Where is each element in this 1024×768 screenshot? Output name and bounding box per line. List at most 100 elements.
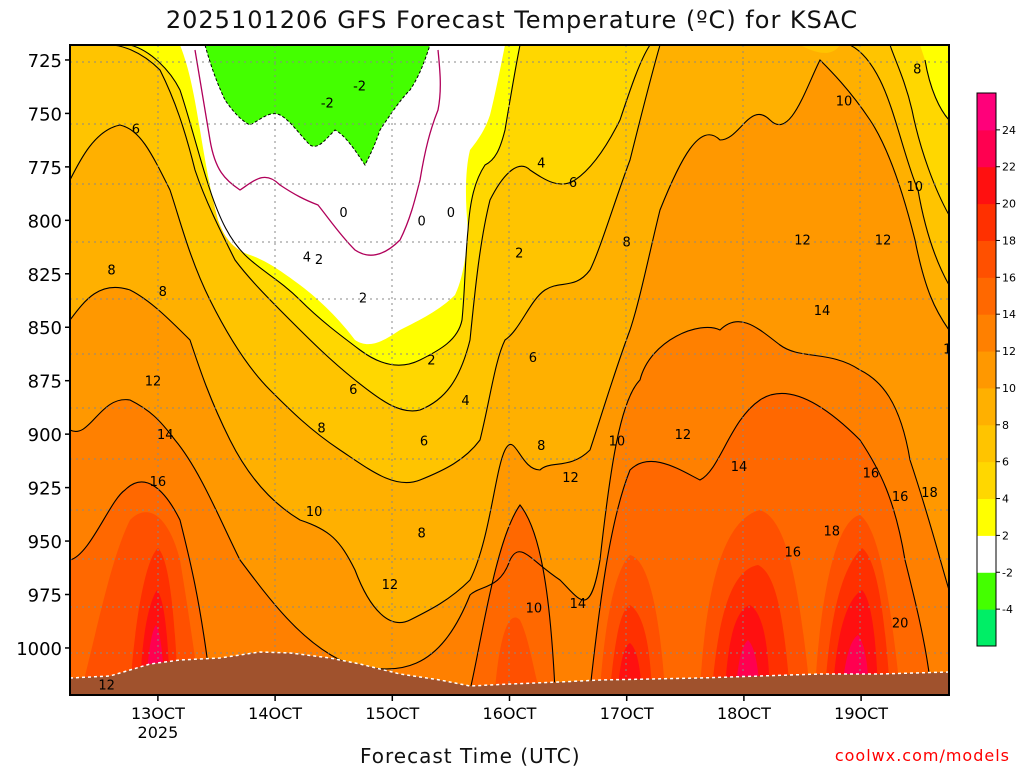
x-tick-label: 18OCT: [717, 704, 771, 723]
contour-label: 12: [794, 234, 811, 249]
contour-label: 14: [570, 597, 587, 612]
contour-label: 8: [623, 236, 631, 251]
contour-label: 2: [515, 246, 523, 261]
contour-label: -2: [353, 80, 366, 95]
neg-contour: [204, 45, 431, 166]
colorbar-tick-label: 4: [1002, 493, 1009, 506]
contour-label: 8: [159, 285, 167, 300]
chart-title: 2025101206 GFS Forecast Temperature (ºC)…: [165, 6, 859, 34]
contour-label: 4: [461, 394, 469, 409]
x-tick-label: 14OCT: [248, 704, 302, 723]
contour-label: 20: [892, 616, 909, 631]
contour-label: 4: [537, 157, 545, 172]
x-tick-label: 13OCT: [131, 704, 185, 723]
contour-label: 8: [317, 422, 325, 437]
colorbar-swatch: [977, 93, 996, 131]
zero-contour: [194, 49, 441, 256]
colorbar-frame: [976, 92, 997, 647]
contour-label: 4: [303, 251, 311, 266]
colorbar-tick-label: 24: [1002, 124, 1016, 137]
contour-label: 14: [943, 343, 960, 358]
colorbar-swatch: [977, 240, 996, 278]
contour-label: 2: [315, 253, 323, 268]
contour-label: 6: [132, 122, 140, 137]
contour-label: 6: [960, 167, 968, 182]
y-axis: 725 750 775 800 825 850 875 900 925 950 975 1000: [16, 51, 70, 660]
colorbar-swatch: [977, 424, 996, 463]
colorbar-swatch: [977, 277, 996, 315]
contour-label: 10: [306, 505, 323, 520]
contour-label: 6: [529, 351, 537, 366]
contour-label: 12: [675, 428, 692, 443]
colorbar-swatch: [977, 314, 996, 352]
contour-label: 10: [609, 435, 626, 450]
y-tick-label: 800: [28, 211, 62, 232]
contour-lines: [70, 45, 949, 691]
contour-label: 18: [921, 486, 938, 501]
y-tick-label: 1000: [16, 639, 62, 660]
band-minus4-minus2: [205, 45, 430, 165]
x-tick-label: 19OCT: [834, 704, 888, 723]
colorbar-tick-label: 16: [1002, 271, 1016, 284]
contour-label: 6: [349, 383, 357, 398]
contour-label: 8: [107, 264, 115, 279]
contour-label: 0: [417, 214, 425, 229]
contour-label: 8: [537, 439, 545, 454]
colorbar-tick-label: 22: [1002, 161, 1016, 174]
contour-label: -2: [321, 97, 334, 112]
colorbar-swatch: [977, 351, 996, 389]
y-tick-label: 925: [28, 479, 62, 500]
contour-label: 12: [382, 578, 399, 593]
contour-label: 10: [836, 95, 853, 110]
colorbar-swatch: [977, 166, 996, 205]
contour-label: 12: [145, 375, 162, 390]
contour-label: 6: [420, 435, 428, 450]
contour-label: 14: [731, 460, 748, 475]
contour-fill-layer: -2-2000222244466666688888888101010101010…: [70, 45, 1016, 695]
contour-label: 12: [98, 678, 115, 693]
colorbar-swatch: [977, 129, 996, 168]
gridlines: [70, 45, 949, 695]
colorbar-tick-label: 14: [1002, 308, 1016, 321]
x-year-label: 2025: [138, 723, 179, 742]
contour-label: 2: [427, 353, 435, 368]
colorbar-tick-label: 8: [1002, 419, 1009, 432]
colorbar-tick-label: 6: [1002, 456, 1009, 469]
contour-label: 10: [907, 180, 924, 195]
contour-label: 18: [824, 524, 841, 539]
colorbar-tick-label: 20: [1002, 198, 1016, 211]
colorbar-swatch: [977, 387, 996, 426]
y-tick-label: 750: [28, 104, 62, 125]
contour-label: 12: [875, 234, 892, 249]
contour-label: 8: [417, 527, 425, 542]
y-tick-label: 950: [28, 532, 62, 553]
contour-label: 0: [339, 206, 347, 221]
colorbar-tick-label: -2: [1002, 566, 1013, 579]
contour-label: 2: [359, 291, 367, 306]
colorbar-tick-label: 10: [1002, 382, 1016, 395]
y-tick-label: 900: [28, 425, 62, 446]
contour-label: 16: [784, 546, 801, 561]
contour-label: 16: [150, 475, 167, 490]
contour-label: 10: [526, 601, 543, 616]
contour-label: 0: [447, 206, 455, 221]
x-tick-label: 16OCT: [483, 704, 537, 723]
contour-label: 16: [950, 492, 967, 507]
contour-label: 16: [892, 490, 909, 505]
colorbar-tick-label: -4: [1002, 603, 1013, 616]
y-tick-label: 825: [28, 265, 62, 286]
contour-label: 8: [913, 63, 921, 78]
contour-label: 10: [999, 360, 1016, 375]
x-axis-label: Forecast Time (UTC): [360, 744, 581, 768]
y-tick-label: 975: [28, 586, 62, 607]
y-tick-label: 725: [28, 51, 62, 72]
x-tick-label: 17OCT: [600, 704, 654, 723]
colorbar-swatch: [977, 535, 996, 573]
colorbar-swatch: [977, 572, 996, 610]
terrain: [70, 652, 949, 695]
contour-label: 12: [562, 471, 579, 486]
credit-link[interactable]: coolwx.com/models: [834, 746, 1010, 765]
